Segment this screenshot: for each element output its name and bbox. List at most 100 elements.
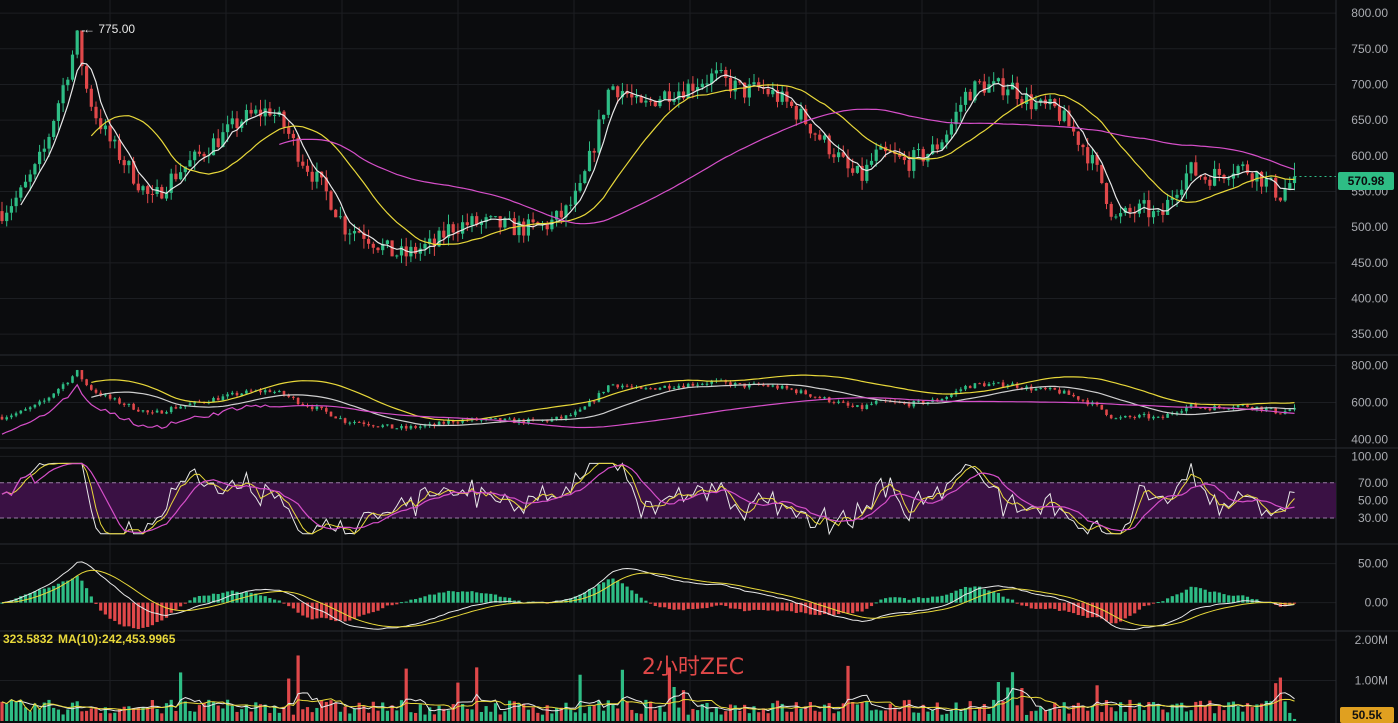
macd-histogram-bar: [719, 602, 723, 606]
volume-bar: [766, 713, 770, 721]
candle-body: [583, 171, 587, 184]
volume-bar: [658, 705, 662, 721]
candle-body: [1274, 177, 1278, 198]
candle-body: [1039, 387, 1042, 389]
macd-histogram-bar: [780, 602, 784, 611]
macd-histogram-bar: [902, 598, 906, 603]
candle-body: [9, 206, 13, 213]
candle-body: [291, 133, 295, 139]
macd-histogram-bar: [85, 588, 89, 603]
volume-bar: [338, 711, 342, 721]
rsi-band: [0, 482, 1336, 519]
candle-body: [80, 370, 84, 380]
candle-body: [461, 222, 465, 234]
macd-histogram-bar: [188, 600, 192, 603]
candle-body: [1218, 405, 1221, 408]
candle-body: [508, 218, 512, 220]
volume-bar: [677, 707, 681, 721]
volume-bar: [1189, 710, 1193, 721]
candle-body: [113, 139, 117, 142]
volume-bar: [52, 707, 56, 721]
volume-bar: [663, 711, 667, 721]
volume-bar: [1142, 710, 1146, 721]
candle-body: [672, 99, 676, 102]
candle-body: [822, 135, 827, 140]
candle-body: [945, 397, 948, 400]
volume-bar: [381, 702, 385, 721]
candle-body: [315, 406, 319, 410]
candle-body: [526, 219, 530, 236]
macd-histogram-bar: [1156, 602, 1160, 604]
candle-body: [559, 210, 563, 218]
volume-bar: [1057, 709, 1062, 721]
candle-body: [310, 171, 314, 182]
price-panel[interactable]: [0, 29, 1336, 266]
rsi-panel[interactable]: [1, 462, 1295, 536]
macd-histogram-bar: [855, 602, 859, 612]
macd-histogram-bar: [1133, 602, 1137, 614]
volume-bar: [569, 709, 573, 721]
candle-body: [137, 409, 140, 412]
macd-histogram-bar: [1123, 602, 1127, 619]
candle-body: [940, 399, 944, 401]
volume-bar: [94, 707, 98, 721]
macd-histogram-bar: [724, 602, 728, 607]
candle-body: [244, 109, 248, 122]
volume-bar: [108, 713, 112, 721]
candle-body: [164, 192, 169, 199]
candle-body: [216, 397, 220, 401]
candle-body: [560, 416, 563, 419]
macd-histogram-bar: [451, 591, 455, 603]
macd-histogram-bar: [484, 593, 488, 603]
candle-body: [1119, 417, 1122, 419]
volume-panel[interactable]: [0, 655, 1297, 721]
volume-bar: [1170, 704, 1174, 721]
volume-bar: [714, 708, 718, 721]
volume-bar: [103, 707, 107, 721]
macd-histogram-bar: [1039, 602, 1043, 609]
volume-bar: [404, 668, 408, 721]
volume-bar: [1114, 711, 1118, 721]
candle-body: [282, 391, 286, 396]
candle-body: [813, 396, 817, 398]
macd-histogram-bar: [578, 594, 582, 603]
macd-histogram-bar: [381, 602, 385, 609]
volume-bar: [733, 705, 737, 721]
macd-histogram-bar: [1151, 602, 1156, 604]
candle-body: [902, 156, 906, 161]
candle-body: [602, 114, 606, 120]
candle-body: [381, 243, 385, 251]
candle-body: [1076, 131, 1080, 145]
candle-body: [456, 422, 460, 424]
macd-histogram-bar: [733, 602, 737, 609]
volume-bar: [752, 706, 756, 721]
macd-histogram-bar: [1053, 602, 1057, 609]
volume-bar: [597, 700, 601, 721]
macd-histogram-bar: [146, 602, 150, 627]
candle-body: [42, 148, 46, 152]
candle-body: [216, 138, 220, 148]
macd-panel[interactable]: [0, 561, 1297, 631]
macd-histogram-bar: [442, 592, 446, 603]
secondary-price-panel[interactable]: [0, 369, 1296, 435]
volume-bar: [907, 699, 911, 721]
macd-histogram-bar: [254, 593, 258, 603]
candle-body: [1077, 396, 1080, 400]
candle-body: [1067, 390, 1071, 395]
candle-body: [827, 397, 831, 403]
axis-tick-label: 700.00: [1351, 77, 1388, 91]
last-price-tag: 570.98: [1338, 172, 1394, 190]
candle-body: [1199, 407, 1202, 409]
volume-bar: [390, 705, 394, 721]
volume-bar: [1156, 704, 1160, 721]
candle-body: [1072, 126, 1076, 132]
volume-bar: [1095, 685, 1099, 721]
candle-body: [588, 401, 591, 407]
macd-histogram-bar: [1166, 598, 1170, 603]
macd-histogram-bar: [785, 602, 789, 611]
candle-body: [1217, 168, 1221, 175]
candle-body: [75, 370, 79, 377]
volume-bar: [136, 707, 140, 721]
macd-histogram-bar: [1175, 594, 1179, 603]
